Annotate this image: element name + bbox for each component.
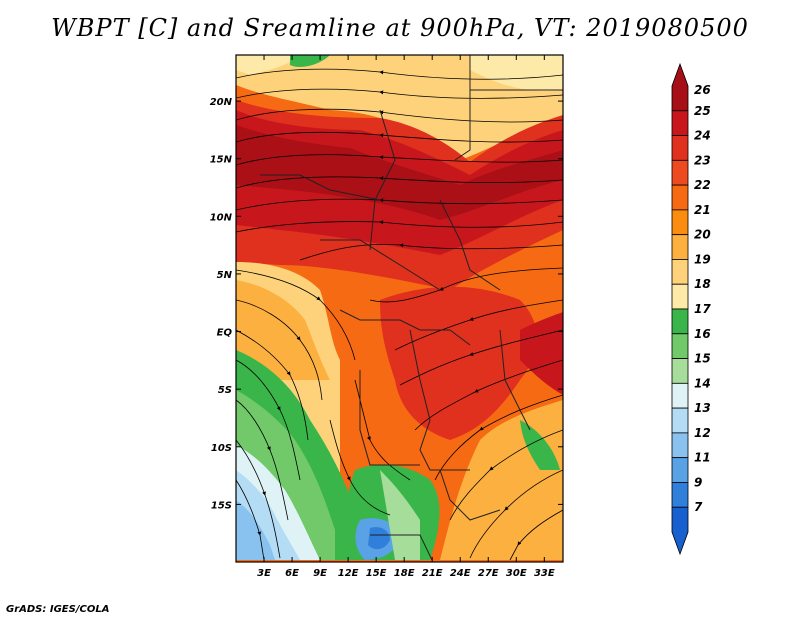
lat-tick-label: 5S — [218, 385, 232, 396]
lat-tick-label: 15S — [211, 500, 232, 511]
colorbar-label: 25 — [694, 104, 711, 118]
country-borders — [260, 55, 563, 561]
lon-tick-label: 33E — [534, 568, 555, 579]
lon-tick-label: 18E — [394, 568, 415, 579]
colorbar-label: 24 — [694, 129, 711, 143]
temperature-field — [236, 55, 563, 562]
colorbar-segment — [671, 259, 689, 285]
colorbar-label: 11 — [694, 451, 711, 465]
lat-tick-label: 20N — [210, 97, 233, 108]
lon-tick-label: 30E — [506, 568, 527, 579]
colorbar-segment — [671, 283, 689, 310]
colorbar-segment — [671, 482, 689, 508]
grads-credit: GrADS: IGES/COLA — [6, 604, 110, 615]
lon-axis: 3E 6E 9E 12E 15E 18E 21E 24E 27E 30E 33E — [257, 55, 555, 579]
colorbar-label: 13 — [694, 401, 711, 415]
colorbar-segment — [671, 184, 689, 211]
colorbar-label: 22 — [694, 178, 711, 192]
lon-tick-label: 3E — [257, 568, 271, 579]
colorbar-segment — [671, 333, 689, 359]
colorbar: 26 25 24 23 22 21 20 19 18 17 16 15 14 13 12 11 9 7 — [671, 62, 711, 556]
colorbar-segment — [671, 209, 689, 236]
lon-tick-label: 24E — [450, 568, 471, 579]
lat-tick-label: 10S — [211, 443, 232, 454]
colorbar-label: 17 — [694, 302, 711, 316]
colorbar-segment — [671, 407, 689, 434]
colorbar-segment — [671, 234, 689, 260]
lat-axis: 20N 15N 10N 5N EQ 5S 10S 15S — [210, 97, 563, 511]
colorbar-label: 9 — [694, 475, 702, 489]
colorbar-segment — [671, 110, 689, 136]
lon-tick-label: 27E — [478, 568, 499, 579]
colorbar-label: 14 — [694, 376, 711, 390]
colorbar-segment — [671, 457, 689, 483]
colorbar-label: 20 — [694, 228, 711, 242]
colorbar-label: 26 — [694, 83, 711, 97]
colorbar-segment — [671, 62, 689, 112]
colorbar-segment — [671, 159, 689, 186]
colorbar-label: 23 — [694, 153, 711, 167]
lon-tick-label: 9E — [313, 568, 327, 579]
colorbar-label: 15 — [694, 352, 711, 366]
colorbar-label: 12 — [694, 426, 711, 440]
lat-tick-label: 15N — [210, 155, 233, 166]
lon-tick-label: 6E — [285, 568, 299, 579]
colorbar-label: 16 — [694, 327, 711, 341]
colorbar-label: 21 — [694, 203, 711, 217]
map-frame — [235, 54, 564, 563]
colorbar-label: 7 — [694, 500, 703, 514]
colorbar-segment — [671, 382, 689, 409]
colorbar-segment — [671, 308, 689, 335]
lat-tick-label: 10N — [210, 212, 233, 223]
lon-tick-label: 21E — [422, 568, 443, 579]
colorbar-label: 19 — [694, 252, 711, 266]
colorbar-label: 18 — [694, 277, 711, 291]
colorbar-segment — [671, 432, 689, 459]
colorbar-segment — [671, 135, 689, 161]
lon-tick-label: 12E — [338, 568, 359, 579]
map-title: WBPT [C] and Sreamline at 900hPa, VT: 20… — [51, 14, 749, 42]
streamlines — [236, 68, 563, 561]
colorbar-segment — [671, 506, 689, 556]
lat-tick-label: EQ — [217, 328, 233, 339]
lat-tick-label: 5N — [217, 270, 233, 281]
colorbar-segment — [671, 358, 689, 384]
lon-tick-label: 15E — [366, 568, 387, 579]
